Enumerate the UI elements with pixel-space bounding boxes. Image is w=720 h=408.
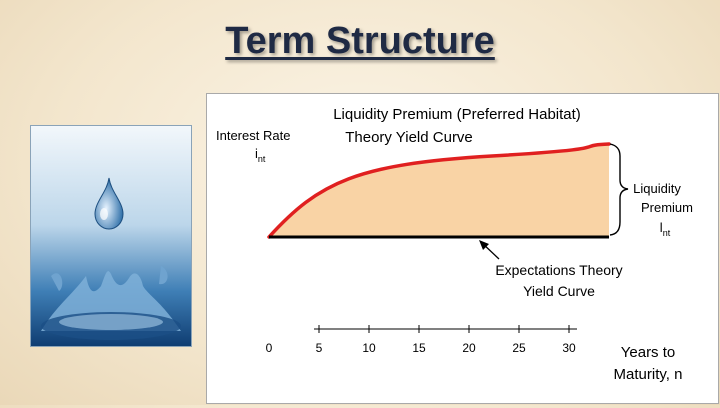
expectations-label-line2: Yield Curve (523, 283, 595, 299)
x-tick-label: 0 (266, 341, 273, 355)
liquidity-premium-bracket (609, 143, 629, 236)
x-tick-label: 25 (512, 341, 526, 355)
x-tick-label: 30 (562, 341, 576, 355)
x-tick-label: 5 (316, 341, 323, 355)
x-axis-ticks: 0 5 10 15 20 25 30 (266, 325, 577, 355)
liquidity-premium-area (269, 144, 609, 237)
y-axis-symbol: int (255, 146, 266, 164)
x-tick-label: 20 (462, 341, 476, 355)
x-tick-label: 10 (362, 341, 376, 355)
liquidity-premium-curve (267, 142, 611, 239)
x-axis-label-line1: Years to (621, 344, 676, 361)
expectations-label-line1: Expectations Theory (495, 262, 622, 278)
x-axis-label-line2: Maturity, n (614, 366, 683, 383)
expectations-arrow-head (479, 240, 489, 250)
bracket-label-symbol: lnt (660, 220, 671, 238)
chart-title-line1: Liquidity Premium (Preferred Habitat) (333, 106, 581, 123)
bracket-label-line1: Liquidity (633, 181, 681, 196)
chart-title-line2: Theory Yield Curve (345, 129, 473, 146)
yield-curve-svg: 0 5 10 15 20 25 30 Liquidity Premium (Preferre… (216, 106, 693, 383)
water-drop-splash-photo (30, 125, 192, 347)
slide-title: Term Structure (225, 20, 495, 62)
bracket-label-line2: Premium (641, 200, 693, 215)
yield-curve-chart: 0 5 10 15 20 25 30 Liquidity Premium (Preferre… (206, 93, 719, 404)
y-axis-label: Interest Rate (216, 128, 290, 143)
x-tick-label: 15 (412, 341, 426, 355)
